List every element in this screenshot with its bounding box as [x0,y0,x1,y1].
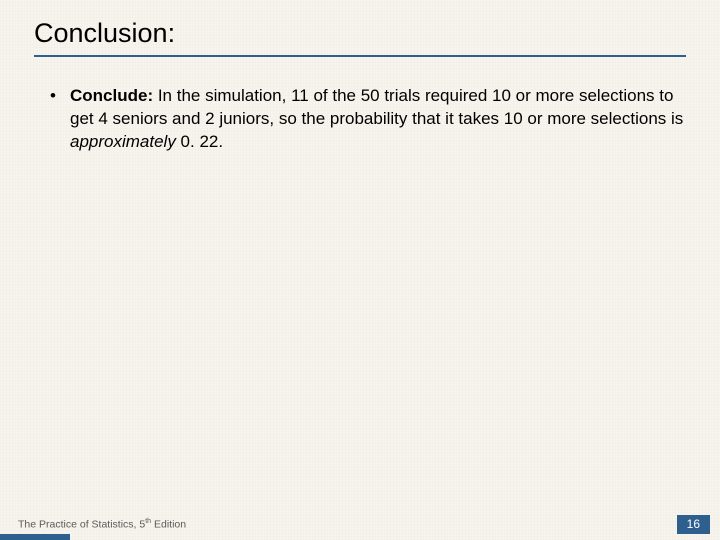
bullet-list: Conclude: In the simulation, 11 of the 5… [48,85,686,154]
footer-book-title: The Practice of Statistics, 5th Edition [18,518,186,531]
bullet-item: Conclude: In the simulation, 11 of the 5… [48,85,686,154]
slide-content: Conclude: In the simulation, 11 of the 5… [34,85,686,154]
footer-accent-bar [0,534,70,540]
slide-title: Conclusion: [34,18,686,57]
footer: The Practice of Statistics, 5th Edition … [0,518,720,540]
bullet-body-2: 0. 22. [176,132,223,151]
footer-book-prefix: The Practice of Statistics, 5 [18,518,145,530]
bullet-lead: Conclude: [70,86,153,105]
bullet-ital: approximately [70,132,176,151]
bullet-body-1: In the simulation, 11 of the 50 trials r… [70,86,683,128]
footer-book-suffix: Edition [151,518,186,530]
slide: Conclusion: Conclude: In the simulation,… [0,0,720,540]
page-number: 16 [677,515,710,534]
